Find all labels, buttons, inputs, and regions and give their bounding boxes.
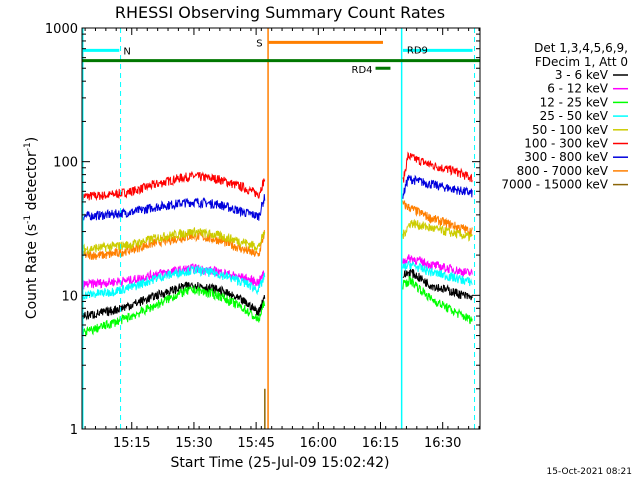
series-line-2 (402, 269, 473, 301)
legend: Det 1,3,4,5,6,9, FDecim 1, Att 0 3 - 6 k… (501, 41, 628, 192)
y-tick-label: 10 (61, 289, 78, 304)
x-tick-label: 16:15 (362, 436, 399, 451)
x-tick-label: 16:00 (300, 436, 337, 451)
series-line-2 (402, 218, 473, 242)
state-label-rd4: RD4 (352, 65, 373, 76)
legend-label: 800 - 7000 keV (517, 164, 609, 178)
y-tick-label: 100 (53, 156, 78, 171)
series-800to7000keV (81, 199, 473, 260)
series-line-1 (81, 170, 266, 202)
y-axis-label-sup2: -1 (23, 142, 33, 151)
x-axis: 15:15 15:30 15:45 16:00 16:15 16:30 (84, 28, 480, 451)
legend-header-2: FDecim 1, Att 0 (535, 55, 628, 69)
state-label-s: S (256, 38, 262, 49)
y-axis-label-main: Count Rate (s (24, 224, 40, 319)
plot-area: N S RD4 RD9 (81, 28, 480, 429)
series-12to25keV (81, 276, 473, 338)
series-line-1 (81, 194, 266, 221)
plot-frame (81, 27, 481, 430)
series-line-1 (81, 227, 266, 255)
chart-title: RHESSI Observing Summary Count Rates (115, 3, 445, 22)
y-axis-label-mid: detector (24, 151, 40, 215)
series-line-1 (81, 281, 266, 321)
series-line-2 (402, 254, 473, 277)
x-tick-label: 15:30 (175, 436, 212, 451)
y-axis: 1 10 100 1000 (45, 22, 480, 438)
legend-label: 7000 - 15000 keV (501, 178, 608, 192)
series-50to100keV (81, 218, 473, 255)
series-line-1 (81, 264, 266, 300)
legend-label: 100 - 300 keV (524, 137, 608, 151)
series-line-2 (402, 151, 473, 183)
y-tick-label: 1000 (45, 22, 78, 37)
legend-header-1: Det 1,3,4,5,6,9, (534, 41, 628, 55)
series-line-1 (81, 229, 266, 260)
legend-label: 50 - 100 keV (532, 123, 609, 137)
timestamp: 15-Oct-2021 08:21 (547, 467, 632, 477)
legend-label: 12 - 25 keV (540, 95, 609, 109)
state-label-rd9: RD9 (407, 45, 428, 56)
legend-label: 300 - 800 keV (524, 150, 608, 164)
series-100to300keV (81, 151, 473, 202)
state-label-n: N (123, 46, 130, 57)
series-300to800keV (81, 174, 473, 221)
x-tick-label: 15:45 (237, 436, 274, 451)
legend-label: 3 - 6 keV (555, 68, 609, 82)
series-line-2 (402, 276, 473, 325)
series-line-2 (402, 260, 473, 287)
x-axis-label: Start Time (25-Jul-09 15:02:42) (170, 455, 389, 471)
y-axis-label-end: ) (24, 137, 40, 142)
x-tick-label: 16:30 (424, 436, 461, 451)
series-25to50keV (81, 260, 473, 300)
y-axis-label-sup1: -1 (23, 215, 33, 224)
series-line-2 (402, 199, 473, 236)
y-tick-label: 1 (70, 423, 78, 438)
x-tick-label: 15:15 (113, 436, 150, 451)
series-line-1 (81, 285, 266, 338)
y-axis-label: Count Rate (s-1 detector-1) (23, 137, 40, 319)
legend-label: 25 - 50 keV (540, 109, 609, 123)
series-line-2 (402, 174, 473, 199)
series-3to6keV (81, 269, 473, 321)
legend-label: 6 - 12 keV (547, 82, 609, 96)
